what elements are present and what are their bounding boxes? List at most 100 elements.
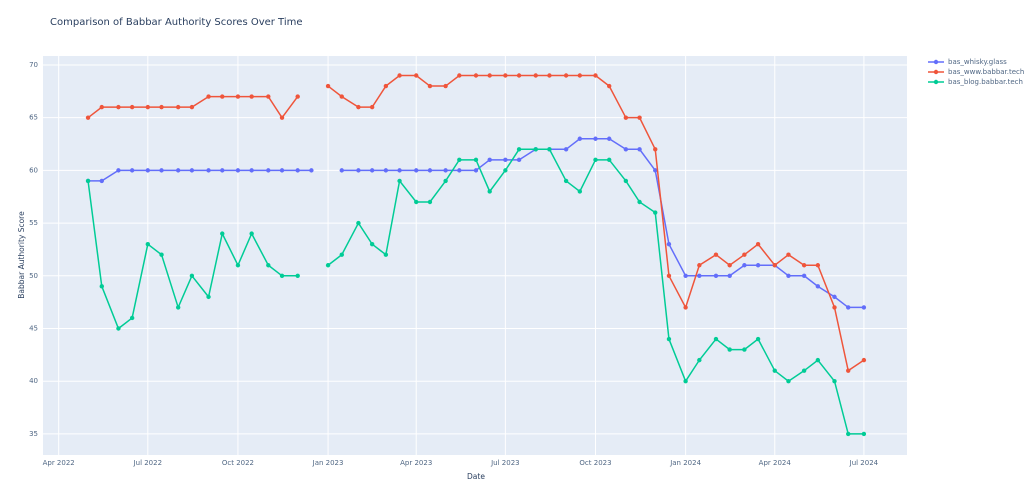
data-point xyxy=(832,294,837,300)
data-point xyxy=(206,168,211,173)
data-point xyxy=(861,357,867,363)
data-point xyxy=(593,157,598,163)
data-point xyxy=(397,168,402,173)
data-point xyxy=(786,273,791,278)
x-tick-label: Apr 2023 xyxy=(400,459,432,467)
data-point xyxy=(414,73,419,78)
y-tick-label: 55 xyxy=(29,219,38,227)
y-tick-label: 60 xyxy=(29,166,38,174)
data-point xyxy=(427,199,433,205)
data-point xyxy=(727,347,732,352)
data-point xyxy=(249,168,254,173)
data-point xyxy=(295,168,300,173)
data-point xyxy=(295,273,300,278)
data-point xyxy=(697,273,702,278)
data-point xyxy=(159,252,164,257)
data-point xyxy=(189,168,195,173)
data-point xyxy=(473,157,479,163)
data-point xyxy=(683,379,688,384)
data-point xyxy=(99,178,104,184)
data-point xyxy=(801,273,807,278)
data-point xyxy=(503,157,508,163)
data-point xyxy=(697,357,702,363)
data-point xyxy=(116,168,121,173)
legend-marker xyxy=(933,59,939,65)
data-point xyxy=(473,73,479,78)
data-point xyxy=(145,168,151,173)
data-point xyxy=(249,94,254,99)
data-point xyxy=(755,263,761,268)
plot-area xyxy=(43,56,907,455)
data-point xyxy=(623,115,629,120)
data-point xyxy=(235,168,241,173)
data-point xyxy=(129,315,135,321)
data-point xyxy=(563,73,569,78)
legend-marker xyxy=(933,79,939,85)
data-point xyxy=(129,168,135,173)
data-point xyxy=(85,178,91,184)
data-point xyxy=(653,147,658,152)
data-point xyxy=(266,263,271,268)
x-tick-label: Jul 2023 xyxy=(490,459,520,467)
data-point xyxy=(99,284,104,289)
data-point xyxy=(397,178,402,184)
data-point xyxy=(235,94,241,99)
data-point xyxy=(653,210,658,215)
x-tick-label: Jul 2022 xyxy=(133,459,163,467)
data-point xyxy=(815,284,821,289)
data-point xyxy=(145,241,151,247)
data-point xyxy=(235,263,241,268)
data-point xyxy=(637,199,642,205)
data-point xyxy=(516,157,522,163)
data-point xyxy=(786,252,791,257)
data-point xyxy=(427,168,433,173)
chart-title: Comparison of Babbar Authority Scores Ov… xyxy=(50,17,303,28)
data-point xyxy=(175,104,181,110)
data-point xyxy=(832,379,837,384)
legend-label: bas_www.babbar.tech xyxy=(948,68,1024,76)
data-point xyxy=(666,336,672,342)
data-point xyxy=(666,273,672,278)
data-point xyxy=(607,157,612,163)
data-point xyxy=(742,347,747,352)
data-point xyxy=(85,115,91,120)
data-point xyxy=(801,368,807,373)
data-point xyxy=(339,94,344,99)
data-point xyxy=(846,305,851,310)
data-point xyxy=(356,220,361,226)
y-tick-label: 65 xyxy=(29,114,38,122)
data-point xyxy=(175,168,181,173)
data-point xyxy=(832,305,837,310)
x-tick-label: Oct 2023 xyxy=(579,459,611,467)
data-point xyxy=(533,147,538,152)
data-point xyxy=(846,368,851,373)
data-point xyxy=(443,178,448,184)
x-tick-label: Oct 2022 xyxy=(222,459,254,467)
data-point xyxy=(516,73,522,78)
data-point xyxy=(815,357,821,363)
data-point xyxy=(653,168,658,173)
data-point xyxy=(266,94,271,99)
data-point xyxy=(443,168,448,173)
data-point xyxy=(563,147,569,152)
data-point xyxy=(713,252,719,257)
legend-label: bas_whisky.glass xyxy=(948,58,1007,66)
data-point xyxy=(607,136,612,141)
data-point xyxy=(414,168,419,173)
data-point xyxy=(473,168,479,173)
data-point xyxy=(220,168,225,173)
data-point xyxy=(220,94,225,99)
data-point xyxy=(189,104,195,110)
data-point xyxy=(637,115,642,120)
data-point xyxy=(457,73,462,78)
data-point xyxy=(206,94,211,99)
data-point xyxy=(356,104,361,110)
data-point xyxy=(742,263,747,268)
series-line xyxy=(88,138,864,309)
data-point xyxy=(220,231,225,236)
data-point xyxy=(683,273,688,278)
data-point xyxy=(145,104,151,110)
data-point xyxy=(339,252,344,257)
x-axis-title: Date xyxy=(467,472,485,481)
